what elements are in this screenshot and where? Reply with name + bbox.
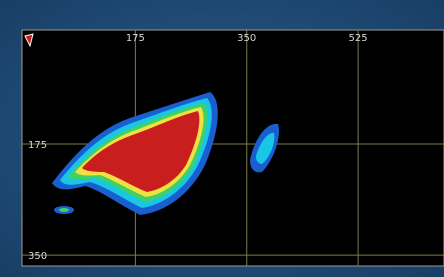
x-tick-label: 350 <box>237 33 256 44</box>
blob-dot-core <box>59 208 69 212</box>
y-tick-label: 175 <box>28 140 47 151</box>
x-tick-label: 175 <box>126 33 145 44</box>
y-tick-label: 350 <box>28 251 47 262</box>
screen: 175 350 525 175 350 <box>0 0 444 277</box>
x-tick-label: 525 <box>349 33 368 44</box>
